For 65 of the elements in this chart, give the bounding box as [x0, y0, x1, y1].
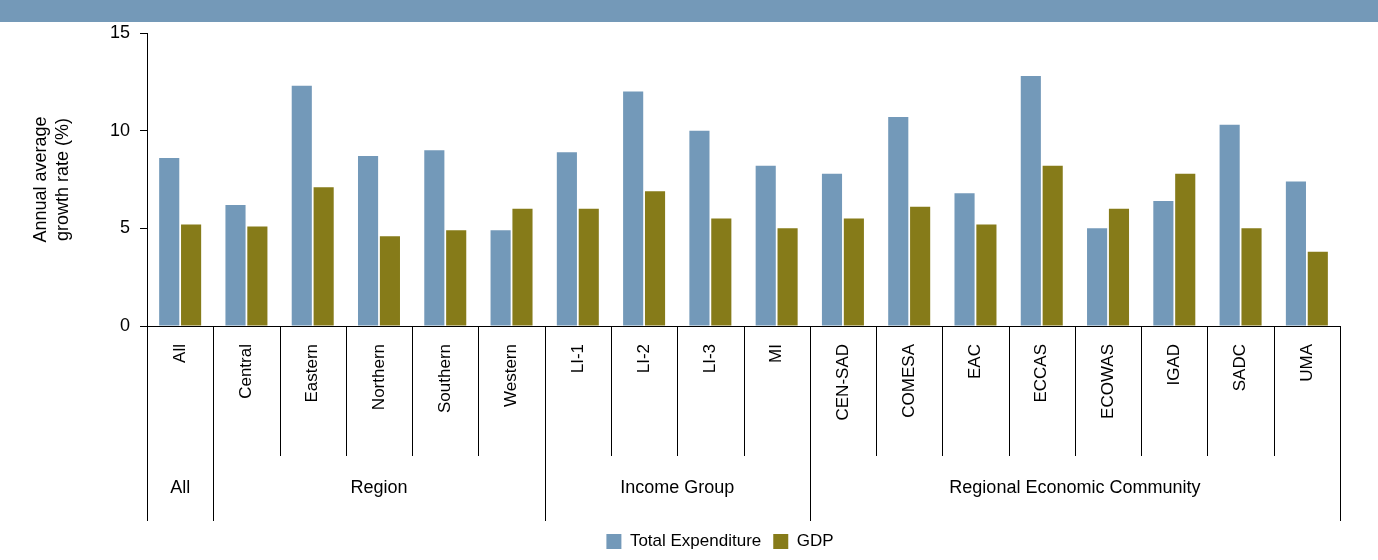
- x-tick-label: LI-3: [700, 344, 720, 374]
- bar: [446, 230, 467, 326]
- bar: [1087, 228, 1108, 326]
- bar: [1175, 173, 1196, 326]
- x-tick-label: CEN-SAD: [832, 344, 852, 421]
- bar: [976, 224, 997, 326]
- x-tick-label: All: [169, 344, 189, 363]
- x-tick-label: COMESA: [898, 343, 918, 418]
- text: Region: [350, 477, 408, 498]
- x-tick-label: LI-2: [633, 344, 653, 374]
- bar: [490, 230, 511, 326]
- bar: [888, 116, 909, 326]
- bar: [821, 173, 843, 326]
- bar: [1020, 75, 1041, 326]
- bar: [623, 91, 644, 326]
- text: Income Group: [620, 477, 735, 498]
- bar: [644, 191, 666, 326]
- x-tick-label: ECCAS: [1031, 344, 1051, 403]
- text: All: [170, 477, 191, 498]
- x-tick-label: EAC: [965, 344, 985, 379]
- bar: [159, 158, 180, 326]
- y-tick-label: 15: [109, 21, 131, 42]
- legend-label: Total Expenditure: [629, 531, 762, 551]
- bar: [954, 193, 975, 326]
- x-tick-label: Central: [236, 344, 256, 399]
- bar: [1307, 251, 1328, 326]
- x-tick-label: IGAD: [1164, 344, 1183, 386]
- x-tick-label: ECOWAS: [1097, 344, 1117, 419]
- bar: [711, 218, 732, 326]
- bar: [357, 156, 379, 326]
- bar: [512, 208, 533, 326]
- y-axis-title: Annual average growth rate (%): [29, 116, 72, 243]
- bar: [689, 130, 710, 326]
- y-tick-label: 10: [109, 119, 131, 140]
- bar: [843, 218, 864, 326]
- y-tick-label: 5: [120, 217, 131, 238]
- bar: [247, 226, 268, 326]
- bar: [313, 187, 334, 326]
- bar: [1241, 228, 1262, 326]
- bar: [1042, 165, 1063, 326]
- bar: [1108, 208, 1130, 326]
- bar: [556, 152, 577, 326]
- bar: [1219, 124, 1240, 326]
- bar: [578, 208, 599, 326]
- bar: [755, 165, 776, 326]
- bar: [1285, 181, 1306, 326]
- x-tick-label: Eastern: [302, 344, 322, 403]
- bar: [379, 236, 400, 326]
- x-tick-label: Southern: [434, 344, 454, 413]
- x-tick-label: UMA: [1296, 343, 1316, 382]
- bar: [910, 206, 931, 326]
- x-tick-label: Western: [501, 344, 521, 407]
- bar: [225, 204, 246, 326]
- x-tick-label: LI-1: [567, 344, 587, 374]
- bar: [291, 85, 312, 326]
- bar: [181, 224, 202, 326]
- legend-label: GDP: [796, 531, 834, 551]
- bar: [424, 150, 445, 326]
- x-tick-label: MI: [766, 344, 786, 363]
- bar: [777, 228, 798, 326]
- bar: [1153, 200, 1174, 326]
- x-tick-label: Northern: [368, 344, 388, 411]
- y-tick-label: 0: [120, 314, 131, 335]
- x-tick-label: SADC: [1230, 344, 1250, 392]
- text: Regional Economic Community: [949, 477, 1201, 498]
